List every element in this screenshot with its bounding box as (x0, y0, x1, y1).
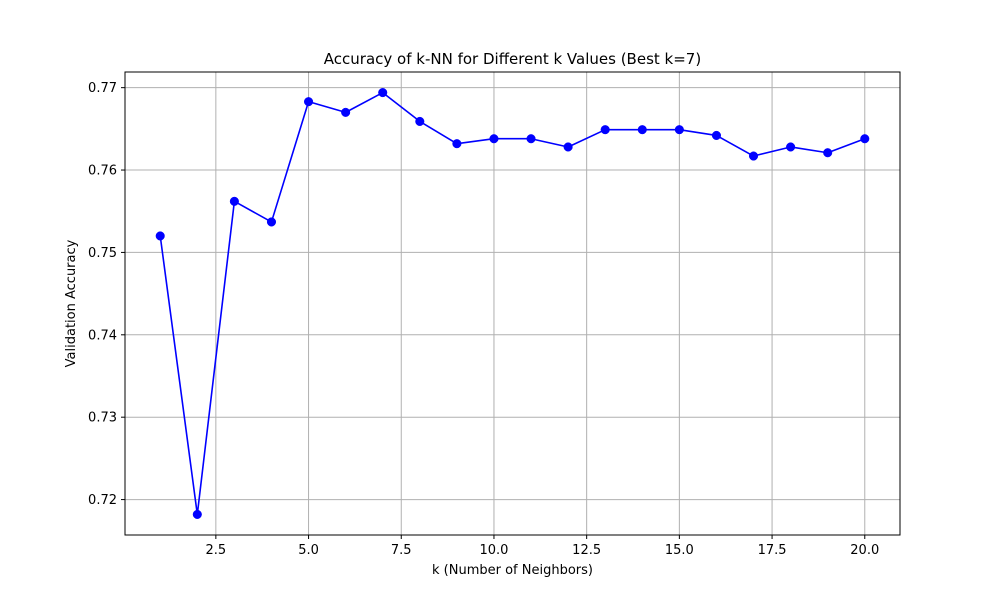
series-line (159, 91, 866, 516)
grid (125, 72, 900, 535)
data-point (786, 142, 796, 152)
data-point (452, 139, 462, 149)
data-point (341, 107, 351, 117)
data-point (266, 217, 277, 227)
y-tick-label: 0.73 (88, 411, 117, 426)
x-tick-label: 12.5 (572, 543, 601, 558)
data-point (823, 148, 833, 158)
data-point (378, 88, 388, 98)
chart-title: Accuracy of k-NN for Different k Values … (324, 50, 701, 68)
x-tick-label: 20.0 (850, 543, 879, 558)
series-layer (155, 88, 870, 519)
data-point (229, 196, 239, 206)
data-point (860, 134, 870, 144)
x-tick-label: 10.0 (479, 543, 508, 558)
data-point (563, 142, 573, 152)
x-tick-label: 15.0 (665, 543, 694, 558)
plot-frame (124, 71, 901, 536)
x-tick-label: 17.5 (758, 543, 787, 558)
y-tick-label: 0.77 (88, 81, 117, 96)
data-point (192, 509, 202, 519)
data-point (155, 231, 165, 241)
data-point (711, 130, 721, 140)
data-point (674, 125, 684, 135)
y-tick-label: 0.74 (88, 328, 117, 343)
x-tick-label: 7.5 (391, 543, 412, 558)
y-tick-label: 0.72 (88, 493, 117, 508)
y-axis-label: Validation Accuracy (64, 239, 79, 367)
data-point (748, 151, 759, 161)
tick-layer: 2.5 5.0 7.5 10.0 12.5 15.0 17.5 20.0 0.72 0.73 0.7… (88, 81, 879, 558)
x-tick-label: 5.0 (298, 543, 319, 558)
y-tick-label: 0.76 (88, 164, 117, 179)
data-point (489, 134, 499, 144)
data-point (304, 97, 314, 107)
data-point (600, 125, 610, 135)
y-tick-label: 0.75 (88, 246, 117, 261)
data-point (637, 125, 647, 135)
data-point (415, 116, 425, 126)
data-point (526, 134, 536, 144)
x-axis-label: k (Number of Neighbors) (432, 563, 593, 578)
x-tick-label: 2.5 (206, 543, 227, 558)
